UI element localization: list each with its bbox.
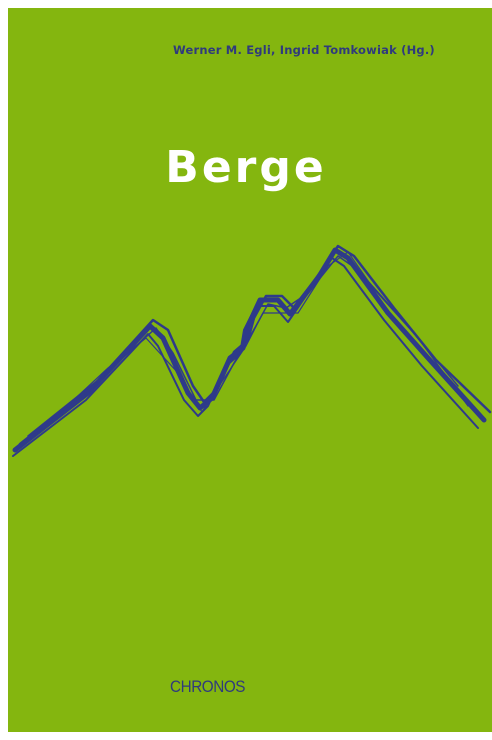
book-cover: Werner M. Egli, Ingrid Tomkowiak (Hg.) B…	[8, 8, 492, 732]
publisher: CHRONOS	[170, 677, 245, 697]
page: Werner M. Egli, Ingrid Tomkowiak (Hg.) B…	[0, 0, 492, 740]
mountain-stroke	[8, 8, 492, 732]
